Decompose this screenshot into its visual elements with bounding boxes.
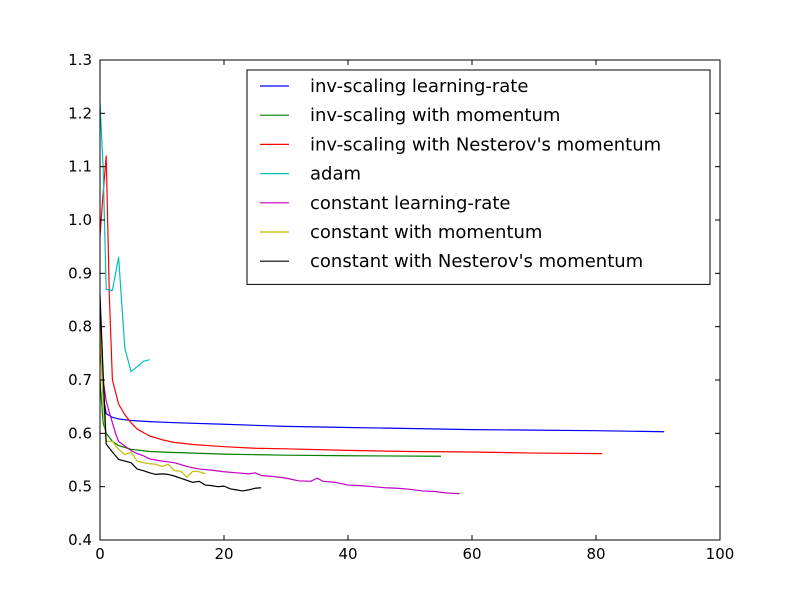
x-tick-label: 60 bbox=[462, 545, 481, 563]
y-tick-label: 0.9 bbox=[68, 264, 92, 282]
legend-label: constant with Nesterov's momentum bbox=[310, 251, 643, 272]
series-line-7 bbox=[100, 294, 262, 492]
x-tick-label: 80 bbox=[586, 545, 605, 563]
y-tick-label: 0.4 bbox=[68, 531, 92, 549]
legend-label: constant learning-rate bbox=[310, 193, 510, 214]
y-tick-label: 0.8 bbox=[68, 318, 92, 336]
y-tick-label: 0.5 bbox=[68, 478, 92, 496]
legend-label: adam bbox=[310, 164, 361, 185]
x-tick-label: 100 bbox=[706, 545, 735, 563]
series-line-5 bbox=[100, 305, 460, 495]
x-tick-label: 0 bbox=[95, 545, 105, 563]
legend-label: inv-scaling with momentum bbox=[310, 105, 560, 126]
series-line-4 bbox=[100, 102, 150, 373]
legend-box bbox=[246, 69, 711, 285]
y-tick-label: 1.0 bbox=[68, 211, 92, 229]
y-tick-label: 1.2 bbox=[68, 104, 92, 122]
legend: inv-scaling learning-rate inv-scaling wit… bbox=[246, 69, 711, 285]
y-tick-label: 1.1 bbox=[68, 158, 92, 176]
plot-frame bbox=[99, 59, 721, 541]
axes-layer: 0 20 40 60 80 100 0.4 0.5 0.6 0.7 0.8 0.9 1.0 1.1 1.2 1… bbox=[68, 51, 734, 563]
series-line-3 bbox=[100, 155, 603, 455]
legend-label: inv-scaling learning-rate bbox=[310, 76, 528, 97]
y-tick-label: 1.3 bbox=[68, 51, 92, 69]
legend-label: constant with momentum bbox=[310, 222, 542, 243]
series-line-1 bbox=[100, 337, 665, 433]
y-tick-label: 0.6 bbox=[68, 424, 92, 442]
series-layer bbox=[100, 102, 665, 495]
legend-label: inv-scaling with Nesterov's momentum bbox=[310, 134, 661, 155]
x-tick-label: 40 bbox=[338, 545, 357, 563]
series-line-6 bbox=[100, 326, 206, 478]
x-tick-label: 20 bbox=[214, 545, 233, 563]
y-tick-label: 0.7 bbox=[68, 371, 92, 389]
